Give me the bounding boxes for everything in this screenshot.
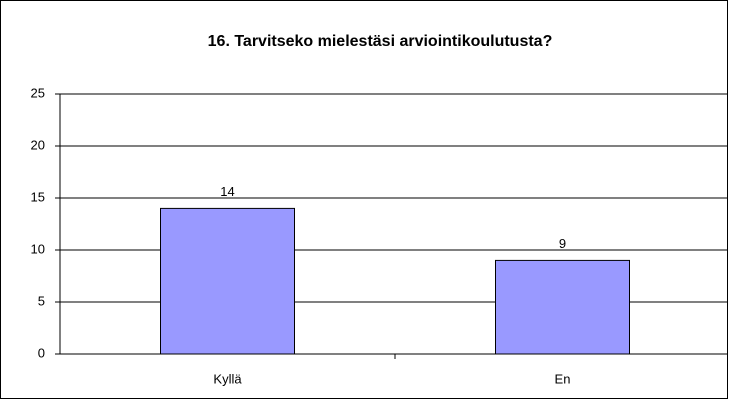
x-tick-label: En: [555, 371, 571, 386]
y-tick-label: 10: [31, 241, 45, 256]
y-tick-label: 25: [31, 85, 45, 100]
y-tick-label: 20: [31, 137, 45, 152]
y-tick-label: 0: [38, 345, 45, 360]
data-label: 9: [559, 236, 566, 251]
x-tick-label: Kyllä: [213, 371, 242, 386]
chart-title: 16. Tarvitseko mielestäsi arviointikoulu…: [208, 33, 553, 50]
y-tick-label: 5: [38, 293, 45, 308]
bar: [495, 259, 630, 355]
y-tick-label: 15: [31, 189, 45, 204]
bar: [160, 207, 295, 355]
data-label: 14: [220, 184, 234, 199]
